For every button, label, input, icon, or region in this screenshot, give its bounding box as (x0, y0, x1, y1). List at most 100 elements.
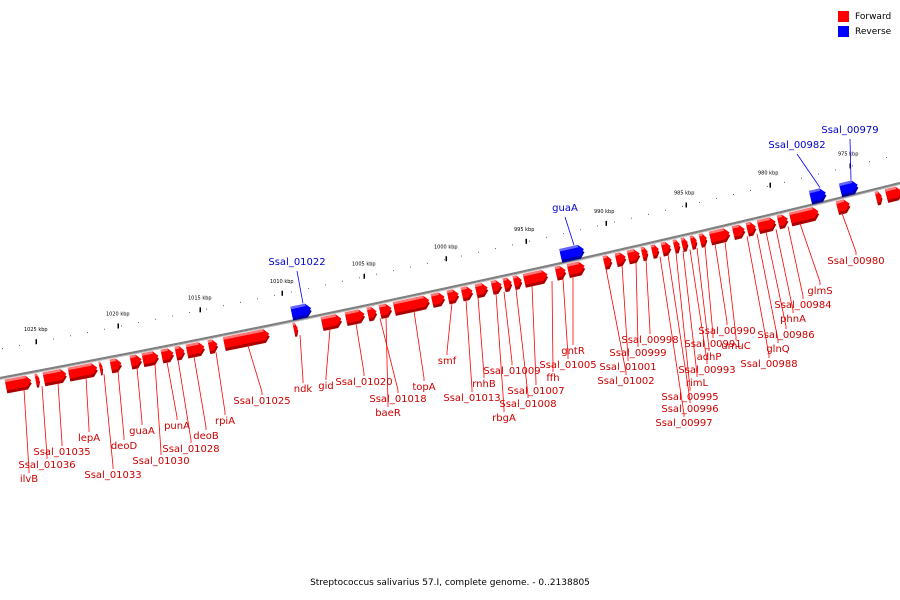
gene-label-riml[interactable]: rimL (686, 378, 709, 389)
gene-block-0-arrow[interactable] (884, 185, 900, 203)
gene-label-lepa[interactable]: lepA (78, 433, 100, 444)
gene-block-27-arrow[interactable] (446, 288, 461, 305)
gene-label-ssal-00988[interactable]: Ssal_00988 (740, 359, 797, 370)
gene-block-5-arrow[interactable] (756, 216, 778, 235)
gene-block-41-arrow[interactable] (129, 354, 143, 370)
gene-block-31-arrow[interactable] (366, 306, 379, 322)
gene-block-2-arrow[interactable] (835, 198, 852, 215)
gene-block-10-arrow[interactable] (689, 235, 699, 250)
gene-label-ssal-01009[interactable]: Ssal_01009 (483, 366, 540, 377)
gene-label-ilvb[interactable]: ilvB (20, 474, 38, 485)
gene-block-7-arrow[interactable] (731, 224, 747, 240)
gene-block-16-arrow[interactable] (626, 248, 642, 265)
gene-label-ssal-00984[interactable]: Ssal_00984 (774, 300, 831, 311)
gene-block-25-arrow[interactable] (474, 282, 490, 299)
gene-label-deob[interactable]: deoB (193, 431, 219, 442)
gene-block-23-arrow[interactable] (502, 277, 514, 293)
gene-label-deod[interactable]: deoD (111, 441, 138, 452)
gene-block-32-arrow[interactable] (344, 308, 366, 327)
gene-label-gid[interactable]: gid (318, 381, 333, 392)
gene-block-37-arrow[interactable] (185, 341, 206, 359)
gene-label-ssal-00979[interactable]: Ssal_00979 (821, 125, 878, 136)
gene-block-38-arrow[interactable] (174, 345, 187, 361)
gene-label-ssal-01005[interactable]: Ssal_01005 (539, 360, 596, 371)
gene-label-ssal-01002[interactable]: Ssal_01002 (597, 376, 654, 387)
gene-block-13-arrow[interactable] (660, 241, 673, 257)
gene-block-34-arrow[interactable] (292, 322, 300, 337)
gene-block-39-arrow[interactable] (160, 347, 175, 364)
gene-label-glnq[interactable]: glnQ (766, 344, 789, 355)
gene-label-ssal-01035[interactable]: Ssal_01035 (33, 447, 90, 458)
gene-label-gntr[interactable]: gntR (561, 346, 585, 357)
gene-label-ssal-01008[interactable]: Ssal_01008 (499, 399, 556, 410)
gene-label-ssal-00993[interactable]: Ssal_00993 (678, 365, 735, 376)
gene-label-ssal-01022[interactable]: Ssal_01022 (268, 257, 325, 268)
gene-label-ssal-01036[interactable]: Ssal_01036 (18, 460, 75, 471)
gene-label-ssal-01020[interactable]: Ssal_01020 (335, 377, 392, 388)
gene-block-22-arrow[interactable] (512, 275, 524, 290)
gene-block-14-arrow[interactable] (650, 244, 661, 259)
gene-label-ffh[interactable]: ffh (546, 373, 559, 384)
gene-label-ssal-00996[interactable]: Ssal_00996 (661, 404, 718, 415)
gene-block-21-arrow[interactable] (522, 269, 549, 288)
gene-label-guaa[interactable]: guaA (129, 426, 155, 437)
gene-label-ssal-01007[interactable]: Ssal_01007 (507, 386, 564, 397)
gene-label-smf[interactable]: smf (438, 356, 457, 367)
gene-label-rnhb[interactable]: rnhB (472, 379, 496, 390)
gene-block-8-arrow[interactable] (708, 227, 732, 246)
gene-ssal-00982-arrow[interactable] (808, 187, 828, 205)
gene-label-ndk[interactable]: ndk (294, 384, 313, 395)
gene-block-15-arrow[interactable] (640, 246, 650, 262)
gene-label-rpia[interactable]: rpiA (215, 416, 235, 427)
gene-block-17-arrow[interactable] (614, 251, 628, 268)
gene-label-ssal-00982[interactable]: Ssal_00982 (768, 140, 825, 151)
gene-block-6-arrow[interactable] (745, 221, 758, 237)
gene-block-43-arrow[interactable] (98, 361, 105, 376)
gene-block-1-arrow[interactable] (874, 190, 884, 206)
gene-label-ssal-00990[interactable]: Ssal_00990 (698, 326, 755, 337)
gene-block-40-arrow[interactable] (141, 350, 160, 368)
gene-ssal-01022-arrow[interactable] (290, 303, 312, 321)
gene-label-ssal-00986[interactable]: Ssal_00986 (757, 330, 814, 341)
gene-block-29-arrow[interactable] (392, 295, 431, 316)
gene-block-11-arrow[interactable] (680, 237, 690, 252)
gene-block-26-arrow[interactable] (460, 285, 475, 302)
gene-block-20-arrow[interactable] (554, 265, 568, 281)
gene-ssal-00979-arrow[interactable] (838, 179, 860, 198)
gene-block-36-arrow[interactable] (207, 339, 220, 355)
gene-label-ssal-01013[interactable]: Ssal_01013 (443, 393, 500, 404)
gene-block-30-arrow[interactable] (378, 303, 394, 319)
gene-label-phna[interactable]: phnA (780, 314, 806, 325)
gene-label-ssal-00991[interactable]: Ssal_00991 (684, 339, 741, 350)
gene-label-glms[interactable]: glmS (807, 286, 832, 297)
gene-guaa-arrow[interactable] (559, 244, 585, 263)
gene-label-ssal-01028[interactable]: Ssal_01028 (162, 444, 219, 455)
gene-label-ssal-01030[interactable]: Ssal_01030 (132, 456, 189, 467)
gene-block-28-arrow[interactable] (430, 291, 447, 308)
gene-label-guaa[interactable]: guaA (552, 203, 578, 214)
gene-label-ssal-01033[interactable]: Ssal_01033 (84, 470, 141, 481)
gene-block-24-arrow[interactable] (490, 279, 504, 295)
gene-label-ssal-00997[interactable]: Ssal_00997 (655, 418, 712, 429)
gene-block-33-arrow[interactable] (320, 313, 343, 332)
gene-block-35-arrow[interactable] (222, 328, 271, 352)
gene-block-3-arrow[interactable] (788, 206, 820, 227)
gene-block-42-arrow[interactable] (109, 358, 123, 374)
gene-label-adhp[interactable]: adhP (697, 352, 722, 363)
gene-block-47-arrow[interactable] (4, 375, 33, 394)
gene-label-ssal-00980[interactable]: Ssal_00980 (827, 256, 884, 267)
gene-label-ssal-01001[interactable]: Ssal_01001 (599, 362, 656, 373)
gene-label-rbga[interactable]: rbgA (492, 413, 516, 424)
gene-block-12-arrow[interactable] (672, 239, 682, 254)
gene-block-18-arrow[interactable] (602, 254, 614, 270)
gene-label-baer[interactable]: baeR (375, 408, 401, 419)
gene-block-45-arrow[interactable] (42, 368, 68, 387)
gene-block-19-arrow[interactable] (566, 261, 587, 278)
gene-label-ssal-01018[interactable]: Ssal_01018 (369, 394, 426, 405)
gene-label-puna[interactable]: punA (164, 421, 190, 432)
gene-block-44-arrow[interactable] (67, 362, 99, 382)
gene-block-4-arrow[interactable] (776, 213, 790, 230)
gene-label-topa[interactable]: topA (412, 382, 435, 393)
gene-block-9-arrow[interactable] (698, 233, 709, 248)
gene-label-ssal-01025[interactable]: Ssal_01025 (233, 396, 290, 407)
